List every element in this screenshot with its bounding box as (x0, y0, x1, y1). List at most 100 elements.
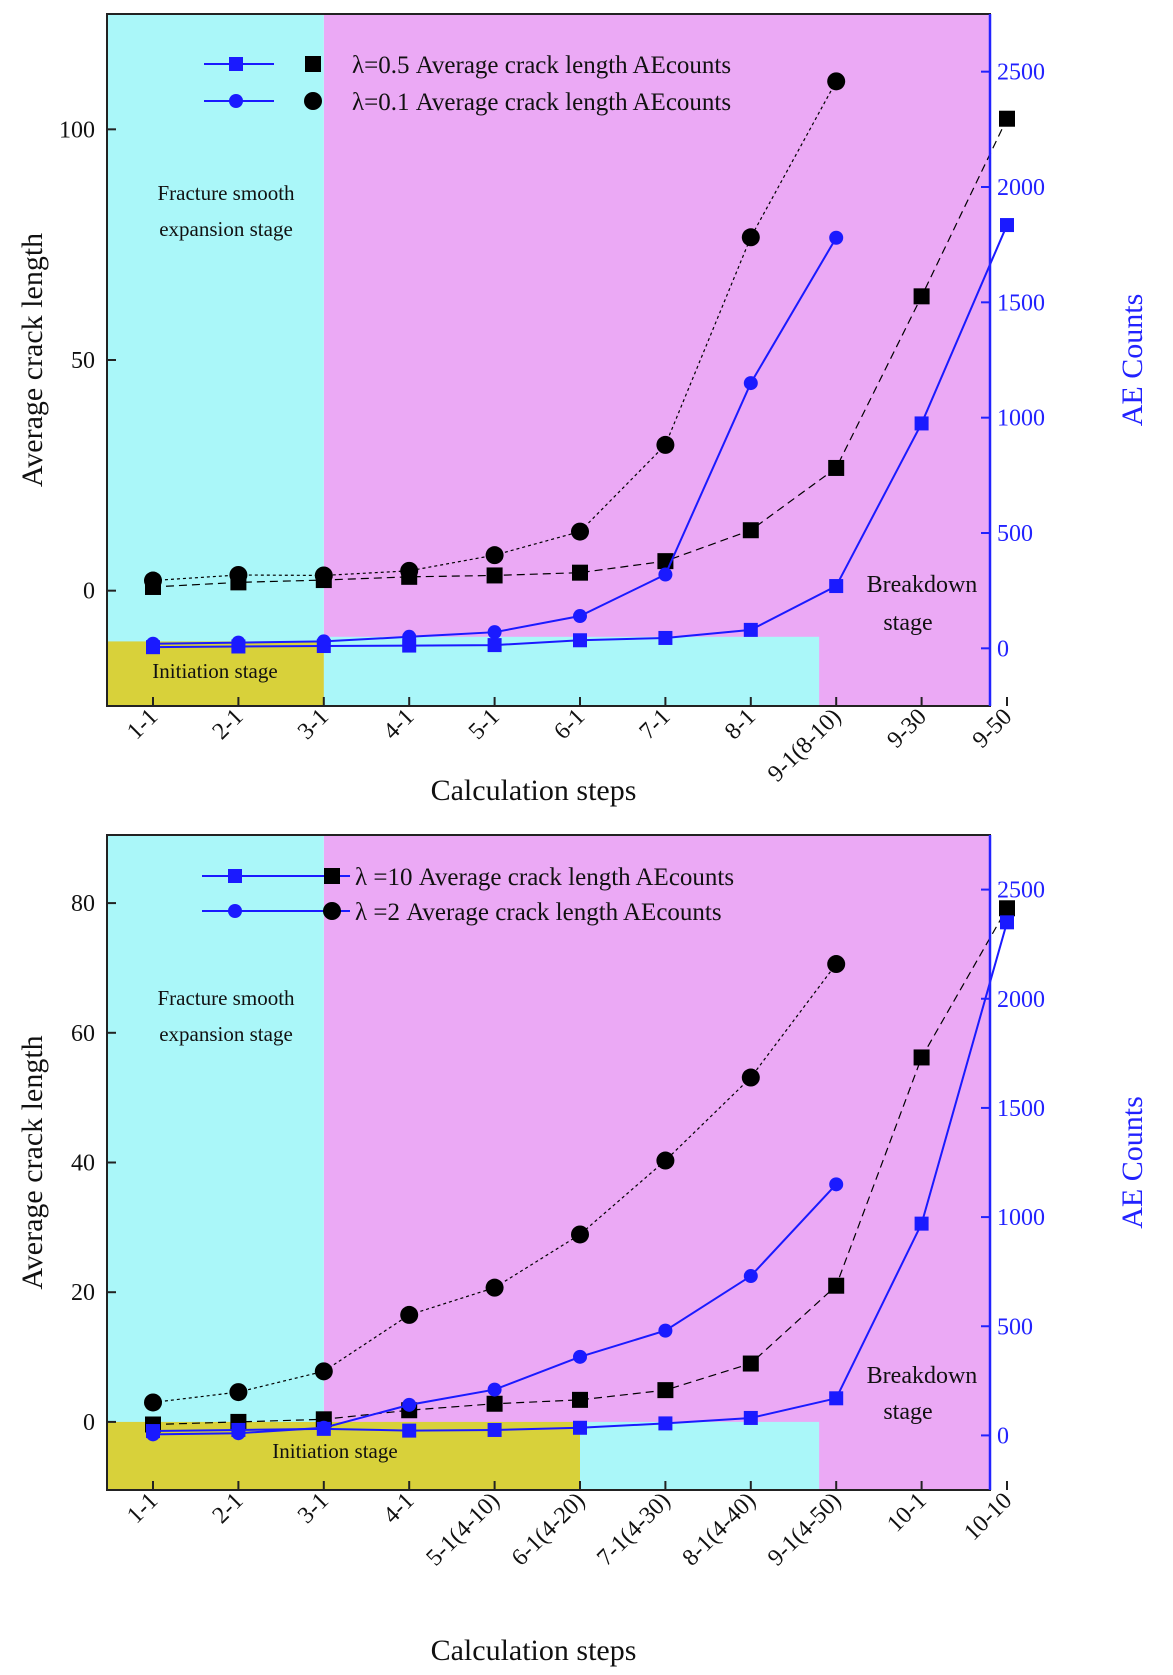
data-point-circle (146, 636, 160, 651)
region-cyan-band (323, 636, 820, 706)
data-point-circle (229, 1383, 248, 1402)
data-point-circle (231, 1426, 246, 1441)
legend-row-2: λ =2 Average crack length AEcounts (202, 899, 722, 926)
right-tick-label: 0 (997, 636, 1009, 662)
data-point-square (486, 567, 503, 584)
stage-regions (107, 14, 990, 706)
legend-blue-square-marker (229, 57, 243, 71)
data-point-circle (573, 609, 587, 624)
y-axis-right-title: AE Counts (1116, 1096, 1149, 1229)
x-tick-label: 4-1 (378, 704, 419, 745)
data-point-circle (144, 571, 162, 590)
legend-label-1: λ=0.5 Average crack length AEcounts (352, 52, 731, 79)
breakdown-stage-label-line1: Breakdown (867, 572, 978, 598)
data-point-circle (573, 1349, 587, 1364)
left-tick-label: 80 (71, 891, 95, 917)
left-tick-label: 100 (59, 117, 95, 143)
data-point-circle (658, 567, 673, 582)
chart-bottom: 0 20 40 60 80 0 500 1000 1500 2000 2500 1-1 2-1 3-1 4-… (16, 834, 1149, 1667)
x-tick-label: 3-1 (293, 704, 334, 745)
breakdown-stage-label-line1: Breakdown (867, 1363, 978, 1389)
y-axis-title: Average crack length (16, 1035, 49, 1289)
left-tick-label: 0 (83, 579, 95, 605)
data-point-circle (229, 565, 248, 584)
right-tick-label: 500 (997, 1314, 1033, 1340)
data-point-square (487, 638, 502, 653)
data-point-circle (487, 1382, 502, 1397)
x-tick-label: 7-1(4-30) (592, 1488, 675, 1571)
data-point-circle (829, 1177, 844, 1192)
data-point-square (742, 1355, 759, 1372)
x-tick-label: 9-30 (882, 704, 931, 753)
data-point-square (828, 459, 845, 476)
data-point-square (743, 1410, 758, 1425)
legend-blue-circle-marker (229, 94, 243, 108)
data-point-square (743, 622, 758, 637)
region-fracture-smooth-expansion-stage (107, 14, 324, 706)
legend: λ =10 Average crack length AEcounts λ =2… (202, 864, 734, 926)
data-point-square (913, 288, 930, 305)
right-tick-label: 2500 (997, 60, 1045, 86)
data-point-circle (402, 1397, 417, 1412)
data-point-circle (146, 1427, 160, 1442)
right-tick-label: 1000 (997, 406, 1045, 432)
x-tick-label: 6-1 (549, 704, 590, 745)
x-tick-label: 6-1(4-20) (507, 1488, 590, 1571)
legend-black-circle-marker (304, 92, 322, 110)
legend-black-square-marker (305, 56, 321, 72)
breakdown-stage-label-line2: stage (883, 1399, 932, 1425)
data-point-square (572, 564, 588, 581)
data-point-circle (231, 635, 246, 650)
legend: λ=0.5 Average crack length AEcounts λ=0.… (204, 52, 731, 116)
right-tick-label: 500 (997, 521, 1033, 547)
data-point-circle (829, 230, 844, 245)
fracture-stage-label-line2: expansion stage (159, 217, 293, 241)
data-point-circle (827, 72, 846, 91)
fracture-stage-label-line1: Fracture smooth (157, 181, 295, 205)
data-point-circle (400, 561, 419, 580)
legend-blue-circle-marker (228, 904, 242, 918)
x-tick-label: 3-1 (293, 1488, 334, 1529)
right-tick-label: 0 (997, 1423, 1009, 1449)
legend-row-1: λ=0.5 Average crack length AEcounts (204, 52, 731, 79)
data-point-square (573, 1420, 587, 1435)
x-tick-label: 5-1(4-10) (421, 1488, 504, 1571)
series-layer (144, 72, 1015, 655)
x-tick-label: 10-10 (959, 1488, 1017, 1546)
data-point-square (487, 1422, 502, 1437)
legend-black-square-marker (324, 868, 340, 884)
region-breakdown-stage (323, 14, 990, 706)
series-layer (144, 900, 1015, 1442)
right-tick-label: 2000 (997, 175, 1045, 201)
data-point-square (999, 110, 1015, 127)
legend-label-1: λ =10 Average crack length AEcounts (355, 864, 734, 891)
data-point-circle (314, 566, 333, 585)
fracture-stage-label-line1: Fracture smooth (157, 986, 295, 1010)
right-tick-label: 1000 (997, 1205, 1045, 1231)
x-tick-label: 9-50 (968, 704, 1017, 753)
data-point-square (657, 1382, 674, 1399)
region-initiation-stage (107, 641, 324, 706)
data-point-square (914, 416, 929, 431)
data-point-square (573, 633, 587, 648)
fracture-stage-label-line2: expansion stage (159, 1022, 293, 1046)
legend-row-2: λ=0.1 Average crack length AEcounts (204, 89, 731, 116)
data-point-square (913, 1049, 930, 1066)
data-point-square (828, 1277, 845, 1294)
series--2-average-crack-length (144, 955, 846, 1412)
data-point-circle (144, 1393, 162, 1412)
data-point-circle (741, 1068, 760, 1087)
x-tick-label: 2-1 (208, 1488, 249, 1529)
right-tick-label: 1500 (997, 1096, 1045, 1122)
data-point-circle (485, 546, 504, 565)
series--0.1-average-crack-length (144, 72, 846, 590)
data-point-circle (487, 625, 502, 640)
x-tick-label: 8-1 (720, 704, 761, 745)
data-point-circle (316, 1420, 331, 1435)
data-point-square (829, 579, 844, 594)
right-tick-label: 2000 (997, 987, 1045, 1013)
y-axis-right-title: AE Counts (1116, 294, 1149, 427)
